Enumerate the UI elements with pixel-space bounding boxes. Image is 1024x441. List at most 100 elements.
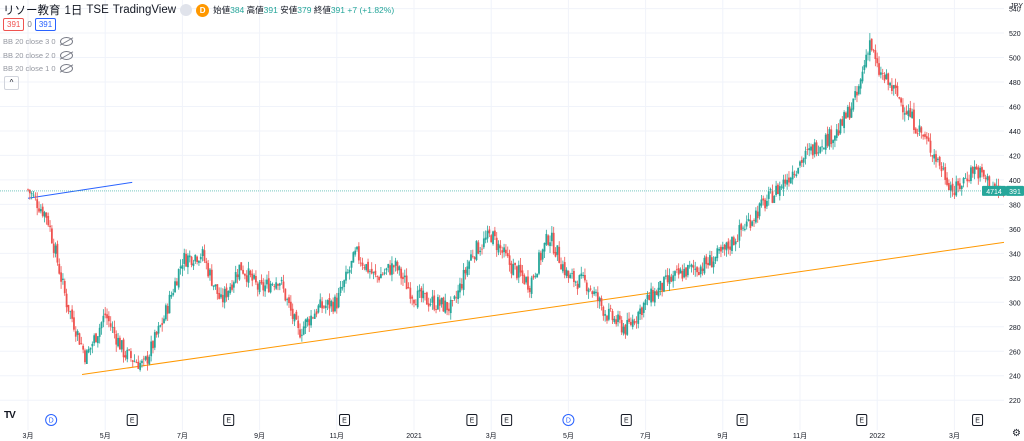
candle-body: [648, 294, 651, 301]
candle-body: [341, 287, 344, 289]
event-markers[interactable]: DEEEEEDEEEEEDE: [45, 414, 1024, 426]
tradingview-logo-icon[interactable]: TV: [4, 410, 16, 421]
candle-body: [751, 221, 754, 226]
candle-body: [607, 308, 610, 320]
candle-body: [716, 248, 719, 259]
eye-hidden-icon[interactable]: [59, 51, 73, 60]
candle-body: [883, 74, 886, 81]
candle-body: [39, 209, 42, 212]
price-axis-bg: [1004, 0, 1024, 441]
candle-body: [810, 146, 812, 151]
earnings-marker-icon[interactable]: [223, 414, 235, 426]
eye-hidden-icon[interactable]: [59, 64, 73, 73]
currency-label[interactable]: JPY: [1010, 3, 1023, 10]
candle-body: [900, 98, 902, 103]
candle-body: [345, 271, 347, 281]
candle-body: [916, 133, 919, 135]
candle-body: [758, 203, 761, 217]
candle-body: [374, 270, 377, 275]
candle-body: [729, 246, 732, 250]
candle-body: [444, 300, 447, 313]
candle-body: [788, 177, 790, 183]
earnings-marker-icon[interactable]: [856, 414, 868, 426]
candle-body: [464, 269, 467, 274]
candle-body: [538, 252, 540, 274]
earnings-marker-label: E: [624, 418, 629, 425]
earnings-marker-icon[interactable]: [466, 414, 478, 426]
candle-body: [832, 140, 834, 144]
candle-body: [837, 130, 840, 135]
candle-body: [495, 237, 498, 251]
candle-body: [43, 211, 46, 217]
candle-body: [528, 288, 531, 293]
dividend-marker-icon[interactable]: [45, 414, 58, 426]
candle-body: [777, 184, 779, 195]
eye-hidden-icon[interactable]: [59, 37, 73, 46]
gear-icon[interactable]: ⚙: [1012, 428, 1021, 439]
time-axis[interactable]: 3月 5月 7月 9月 11月 2021 3月 5月 7月 9月 11月 2022 3月: [23, 432, 960, 440]
candle-body: [321, 301, 323, 309]
candle-body: [89, 347, 92, 350]
candle-body: [543, 242, 546, 252]
sell-button[interactable]: 391: [3, 18, 25, 31]
symbol-name[interactable]: リソー教育: [3, 5, 61, 17]
interval-label[interactable]: 1日: [64, 5, 83, 17]
candle-body: [549, 242, 551, 246]
earnings-marker-icon[interactable]: [339, 414, 351, 426]
candle-body: [368, 271, 371, 273]
candle-body: [857, 86, 860, 95]
data-delayed-badge[interactable]: D: [196, 3, 210, 17]
candle-body: [909, 108, 912, 118]
candle-body: [911, 111, 914, 119]
indicator-label: BB 20 close 2 0: [3, 51, 56, 60]
candle-body: [835, 129, 838, 138]
earnings-marker-icon[interactable]: [620, 414, 632, 426]
candle-body: [225, 287, 228, 298]
price-axis[interactable]: 220 240 260 280 300 320 340 360 380 400 420 440 460 4…: [982, 0, 1024, 441]
indicator-bb-1[interactable]: BB 20 close 1 0: [3, 64, 73, 73]
candle-body: [881, 73, 884, 74]
candle-body: [229, 286, 232, 293]
candle-body: [824, 134, 827, 150]
candle-body: [753, 220, 755, 221]
candle-body: [288, 297, 290, 304]
chart-grid: [0, 0, 1004, 430]
candle-body: [168, 294, 171, 314]
blue-trendline[interactable]: [27, 181, 133, 199]
candle-body: [771, 190, 774, 203]
time-tick-label: 9月: [717, 432, 728, 440]
candle-body: [249, 270, 252, 275]
candle-body: [466, 266, 469, 276]
earnings-marker-icon[interactable]: [126, 414, 138, 426]
trend-lines[interactable]: [27, 181, 1024, 376]
candle-body: [521, 270, 524, 277]
candle-body: [944, 167, 947, 180]
candle-body: [905, 111, 908, 115]
candle-body: [563, 262, 566, 276]
low-value: 379: [297, 5, 312, 15]
indicator-bb-3[interactable]: BB 20 close 3 0: [3, 37, 73, 46]
support-trendline[interactable]: [81, 219, 1024, 376]
candle-body: [38, 208, 40, 212]
candle-body: [418, 289, 421, 292]
earnings-marker-icon[interactable]: [972, 414, 984, 426]
earnings-marker-icon[interactable]: [736, 414, 748, 426]
indicator-bb-2[interactable]: BB 20 close 2 0: [3, 51, 73, 60]
candle-body: [508, 255, 511, 265]
time-tick-label: 5月: [100, 432, 111, 440]
earnings-marker-icon[interactable]: [501, 414, 513, 426]
candle-body: [652, 290, 654, 302]
status-dot-icon: [180, 4, 193, 16]
candle-body: [482, 238, 485, 248]
buy-button[interactable]: 391: [34, 18, 57, 31]
candle-body: [293, 314, 296, 322]
candle-body: [436, 297, 439, 310]
chevron-up-icon[interactable]: ^: [4, 76, 19, 90]
candle-body: [924, 134, 926, 137]
candle-body: [389, 265, 392, 275]
candle-body: [210, 269, 213, 286]
candle-body: [650, 288, 653, 303]
dividend-marker-icon[interactable]: [562, 414, 575, 426]
candle-body: [811, 144, 814, 156]
